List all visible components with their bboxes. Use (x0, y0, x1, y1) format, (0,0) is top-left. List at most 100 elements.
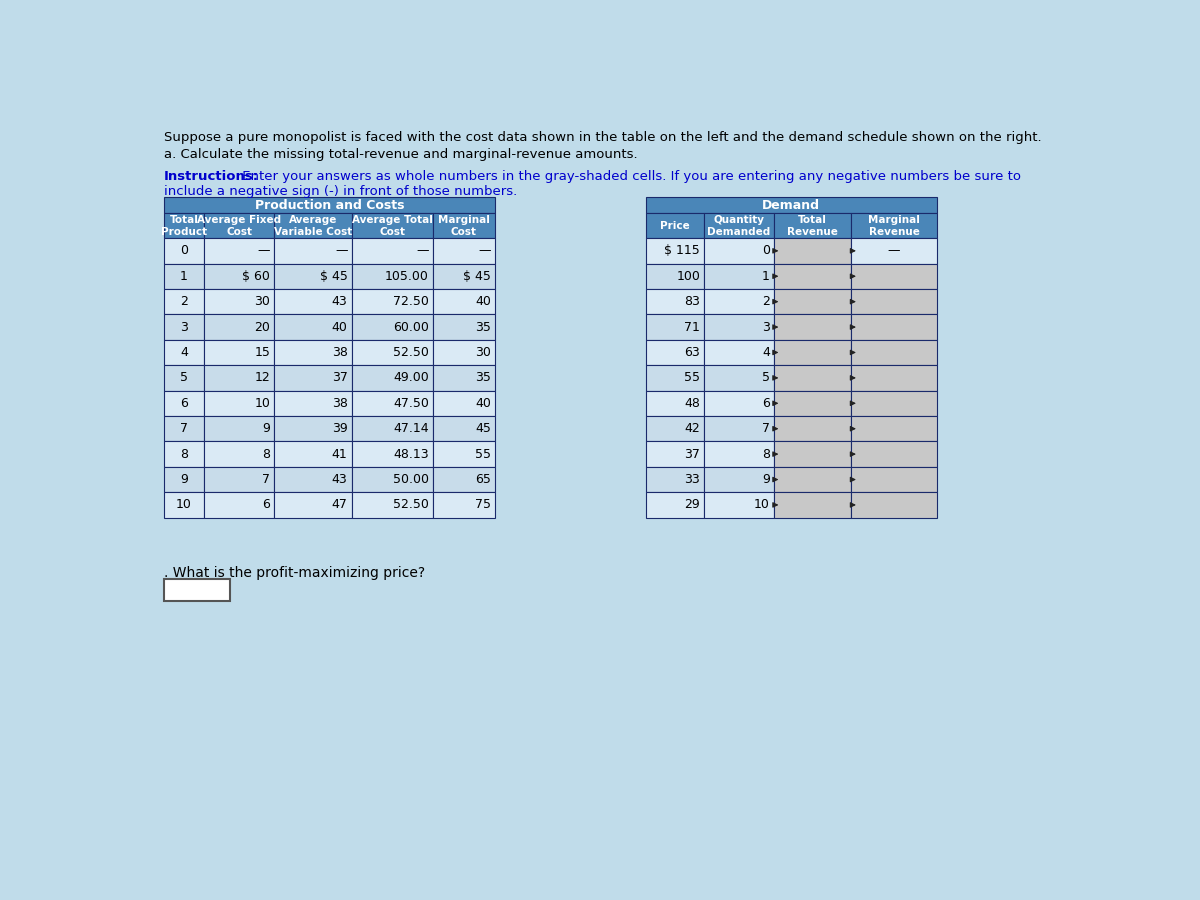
Bar (704, 416, 774, 441)
Bar (204, 289, 274, 314)
Text: 47.50: 47.50 (394, 397, 430, 410)
Text: 48.13: 48.13 (394, 447, 430, 461)
Bar (204, 365, 274, 391)
Text: 39: 39 (332, 422, 348, 436)
Text: 40: 40 (475, 295, 491, 308)
Text: Average Total
Cost: Average Total Cost (352, 215, 433, 237)
Bar (774, 416, 851, 441)
Text: Marginal
Revenue: Marginal Revenue (868, 215, 920, 237)
Bar (164, 467, 204, 492)
Bar (646, 365, 704, 391)
Text: 30: 30 (475, 346, 491, 359)
Text: 65: 65 (475, 473, 491, 486)
Bar (274, 467, 352, 492)
Text: 100: 100 (677, 270, 701, 283)
Bar (774, 314, 851, 340)
Bar (704, 365, 774, 391)
Bar (774, 441, 851, 467)
Text: Average Fixed
Cost: Average Fixed Cost (197, 215, 281, 237)
Text: 7: 7 (262, 473, 270, 486)
Bar (204, 314, 274, 340)
Text: Total
Revenue: Total Revenue (787, 215, 838, 237)
Bar (352, 416, 433, 441)
Text: 30: 30 (254, 295, 270, 308)
Text: 83: 83 (684, 295, 701, 308)
Bar (774, 391, 851, 416)
Bar (646, 314, 704, 340)
Text: 8: 8 (762, 447, 770, 461)
Bar (274, 492, 352, 517)
Bar (204, 391, 274, 416)
Bar (164, 365, 204, 391)
Bar (433, 416, 494, 441)
Bar (274, 314, 352, 340)
Bar (704, 467, 774, 492)
Text: Average
Variable Cost: Average Variable Cost (274, 215, 352, 237)
Text: 52.50: 52.50 (394, 346, 430, 359)
Text: Demand: Demand (762, 199, 821, 212)
Text: 42: 42 (684, 422, 701, 436)
Bar (774, 340, 851, 365)
Bar (774, 365, 851, 391)
Bar (433, 264, 494, 289)
Bar (204, 441, 274, 467)
Bar (352, 289, 433, 314)
Bar (704, 391, 774, 416)
Bar (774, 238, 851, 264)
Text: Enter your answers as whole numbers in the gray-shaded cells. If you are enterin: Enter your answers as whole numbers in t… (238, 169, 1020, 183)
Bar (704, 340, 774, 365)
Bar (433, 314, 494, 340)
Text: 10: 10 (254, 397, 270, 410)
Text: 1: 1 (180, 270, 188, 283)
Bar (164, 391, 204, 416)
Text: 15: 15 (254, 346, 270, 359)
Text: 35: 35 (475, 320, 491, 334)
Text: 47: 47 (331, 499, 348, 511)
Text: 3: 3 (762, 320, 770, 334)
Text: 40: 40 (331, 320, 348, 334)
Text: include a negative sign (-) in front of those numbers.: include a negative sign (-) in front of … (164, 185, 517, 198)
Text: 45: 45 (475, 422, 491, 436)
Bar (274, 391, 352, 416)
Bar (774, 289, 851, 314)
Bar (851, 391, 937, 416)
Bar (164, 289, 204, 314)
Text: 0: 0 (180, 244, 188, 257)
Text: —: — (335, 244, 348, 257)
Text: 29: 29 (684, 499, 701, 511)
Text: 55: 55 (684, 372, 701, 384)
Text: Production and Costs: Production and Costs (254, 199, 404, 212)
Text: 4: 4 (180, 346, 188, 359)
Text: 9: 9 (180, 473, 188, 486)
Bar (646, 441, 704, 467)
Text: 60.00: 60.00 (394, 320, 430, 334)
Bar (274, 441, 352, 467)
Bar (774, 264, 851, 289)
Bar (433, 213, 494, 238)
Bar (433, 441, 494, 467)
Text: —: — (888, 244, 900, 257)
Bar (352, 365, 433, 391)
Bar (851, 314, 937, 340)
Text: 6: 6 (263, 499, 270, 511)
Text: 0: 0 (762, 244, 770, 257)
Text: 6: 6 (180, 397, 188, 410)
Bar (704, 289, 774, 314)
Text: 72.50: 72.50 (394, 295, 430, 308)
Bar (204, 492, 274, 517)
Text: 3: 3 (180, 320, 188, 334)
Bar (204, 340, 274, 365)
Text: 10: 10 (754, 499, 770, 511)
Text: Total
Product: Total Product (161, 215, 208, 237)
Text: —: — (479, 244, 491, 257)
Bar (433, 467, 494, 492)
Text: 38: 38 (331, 397, 348, 410)
Bar (352, 391, 433, 416)
Bar (204, 467, 274, 492)
Bar (164, 340, 204, 365)
Text: $ 60: $ 60 (242, 270, 270, 283)
Bar (646, 416, 704, 441)
Text: 6: 6 (762, 397, 770, 410)
Bar (274, 264, 352, 289)
Text: —: — (416, 244, 430, 257)
